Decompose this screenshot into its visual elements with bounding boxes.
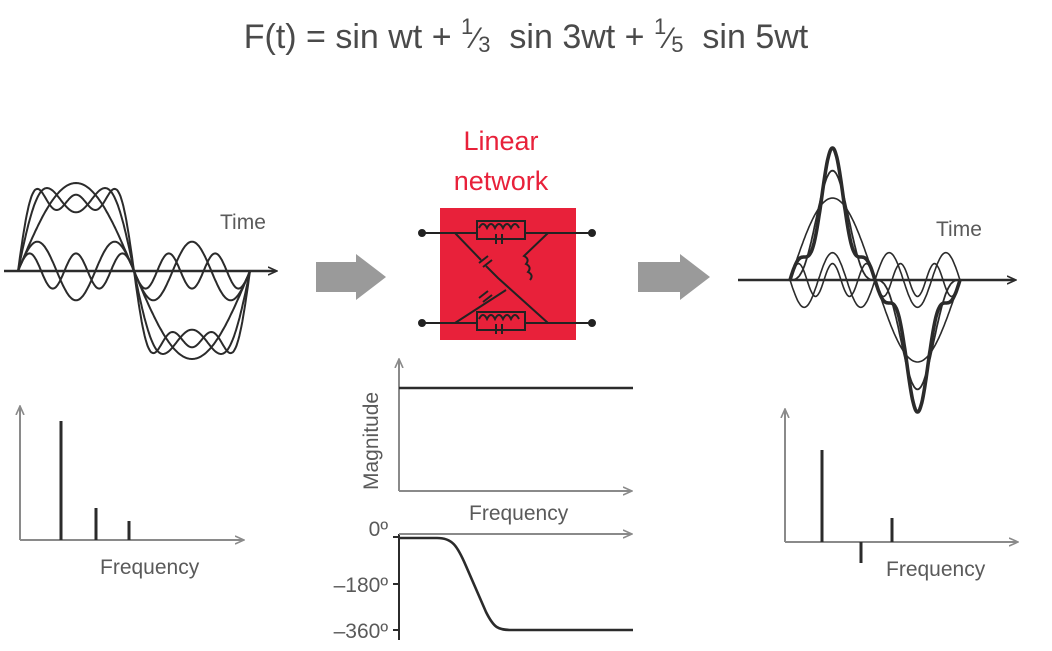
output-time-label: Time	[936, 218, 982, 241]
phase-tick-label-0: 0º	[369, 518, 389, 541]
input-time-panel: Time	[4, 182, 276, 360]
linear-network: Linear network	[418, 126, 596, 340]
output-time-panel: Time	[738, 146, 1015, 414]
frac2-denominator: 5	[671, 32, 684, 57]
frac1-numerator: 1	[461, 14, 474, 39]
frac1-slash: ⁄	[473, 22, 479, 55]
phase-plot: 0º –180º –360º	[334, 518, 633, 643]
formula-title: F(t) = sin wt + 1⁄3 sin 3wt + 1⁄5 sin 5w…	[0, 14, 1052, 58]
frac2-slash: ⁄	[666, 22, 672, 55]
network-title-line2: network	[454, 166, 549, 196]
network-title-line1: Linear	[463, 126, 538, 156]
block-arrow-left	[316, 254, 386, 300]
phase-tick-label-180: –180º	[334, 574, 389, 597]
phase-tick-label-360: –360º	[334, 620, 389, 643]
input-time-label: Time	[220, 211, 266, 234]
formula-lhs: F(t) = sin wt +	[243, 18, 461, 56]
output-frequency-label: Frequency	[886, 558, 986, 581]
formula-mid: sin 3wt +	[509, 18, 654, 56]
magnitude-ylabel: Magnitude	[360, 392, 383, 490]
magnitude-plot: Magnitude Frequency	[360, 360, 633, 525]
output-spectrum-panel: Frequency	[785, 410, 1017, 581]
frac2-numerator: 1	[654, 14, 667, 39]
formula-tail: sin 5wt	[702, 18, 809, 56]
frac1-denominator: 3	[478, 32, 491, 57]
input-spectrum-panel: Frequency	[20, 407, 243, 579]
network-circuit	[418, 220, 596, 334]
input-frequency-label: Frequency	[100, 556, 200, 579]
block-arrow-right	[638, 254, 710, 300]
phase-response-curve	[399, 536, 633, 632]
magnitude-xlabel: Frequency	[469, 502, 569, 525]
